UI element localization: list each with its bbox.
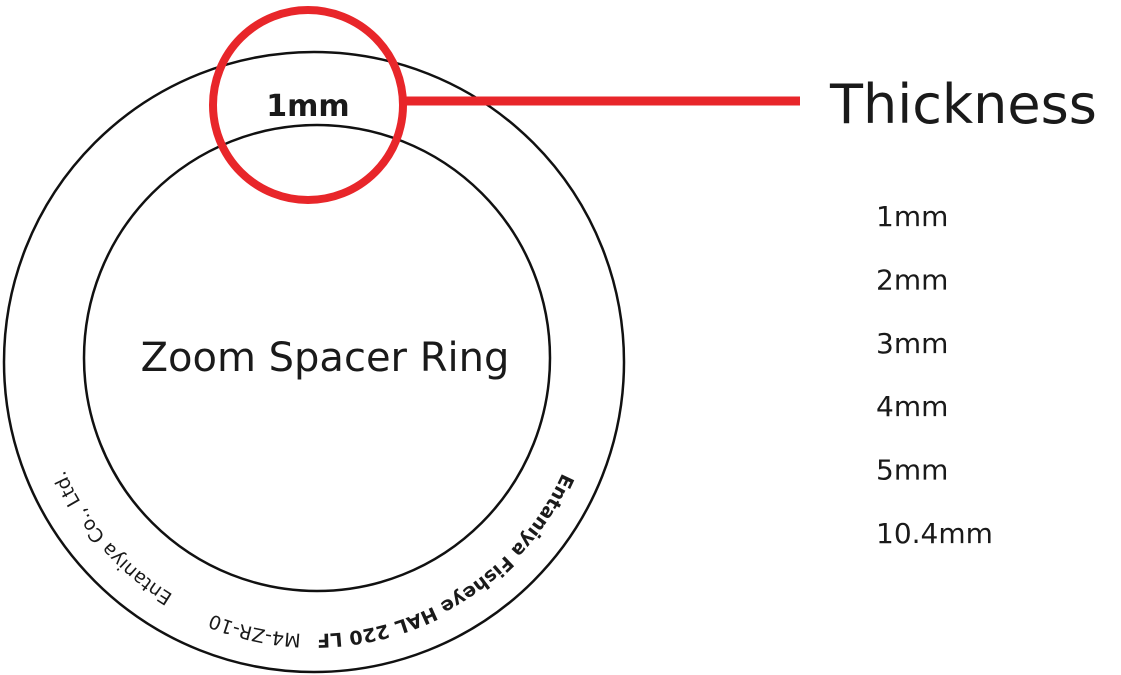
ring-text-path: M4-ZR-10 <box>206 609 302 650</box>
thickness-option: 1mm <box>876 200 948 233</box>
thickness-option: 4mm <box>876 390 948 423</box>
highlight-circle <box>209 6 407 204</box>
thickness-marker: 1mm <box>266 89 349 124</box>
legend-title: Thickness <box>829 73 1097 136</box>
inner-ring <box>82 123 552 593</box>
ring-text: M4-ZR-10 <box>206 609 302 650</box>
thickness-option: 5mm <box>876 454 948 487</box>
thickness-option: 2mm <box>876 263 948 296</box>
outer-ring <box>2 50 626 674</box>
ring-text: Entaniya Co., Ltd. <box>49 468 176 609</box>
thickness-option: 3mm <box>876 327 948 360</box>
ring-label: Zoom Spacer Ring <box>141 335 510 381</box>
thickness-list: 1mm 2mm 3mm 4mm 5mm 10.4mm <box>876 200 993 550</box>
ring-text-path: Entaniya Fisheye HAL 220 LF <box>317 471 578 651</box>
thickness-option: 10.4mm <box>876 517 993 550</box>
ring-text-path: Entaniya Co., Ltd. <box>49 468 176 609</box>
ring-text: Entaniya Fisheye HAL 220 LF <box>317 471 578 651</box>
